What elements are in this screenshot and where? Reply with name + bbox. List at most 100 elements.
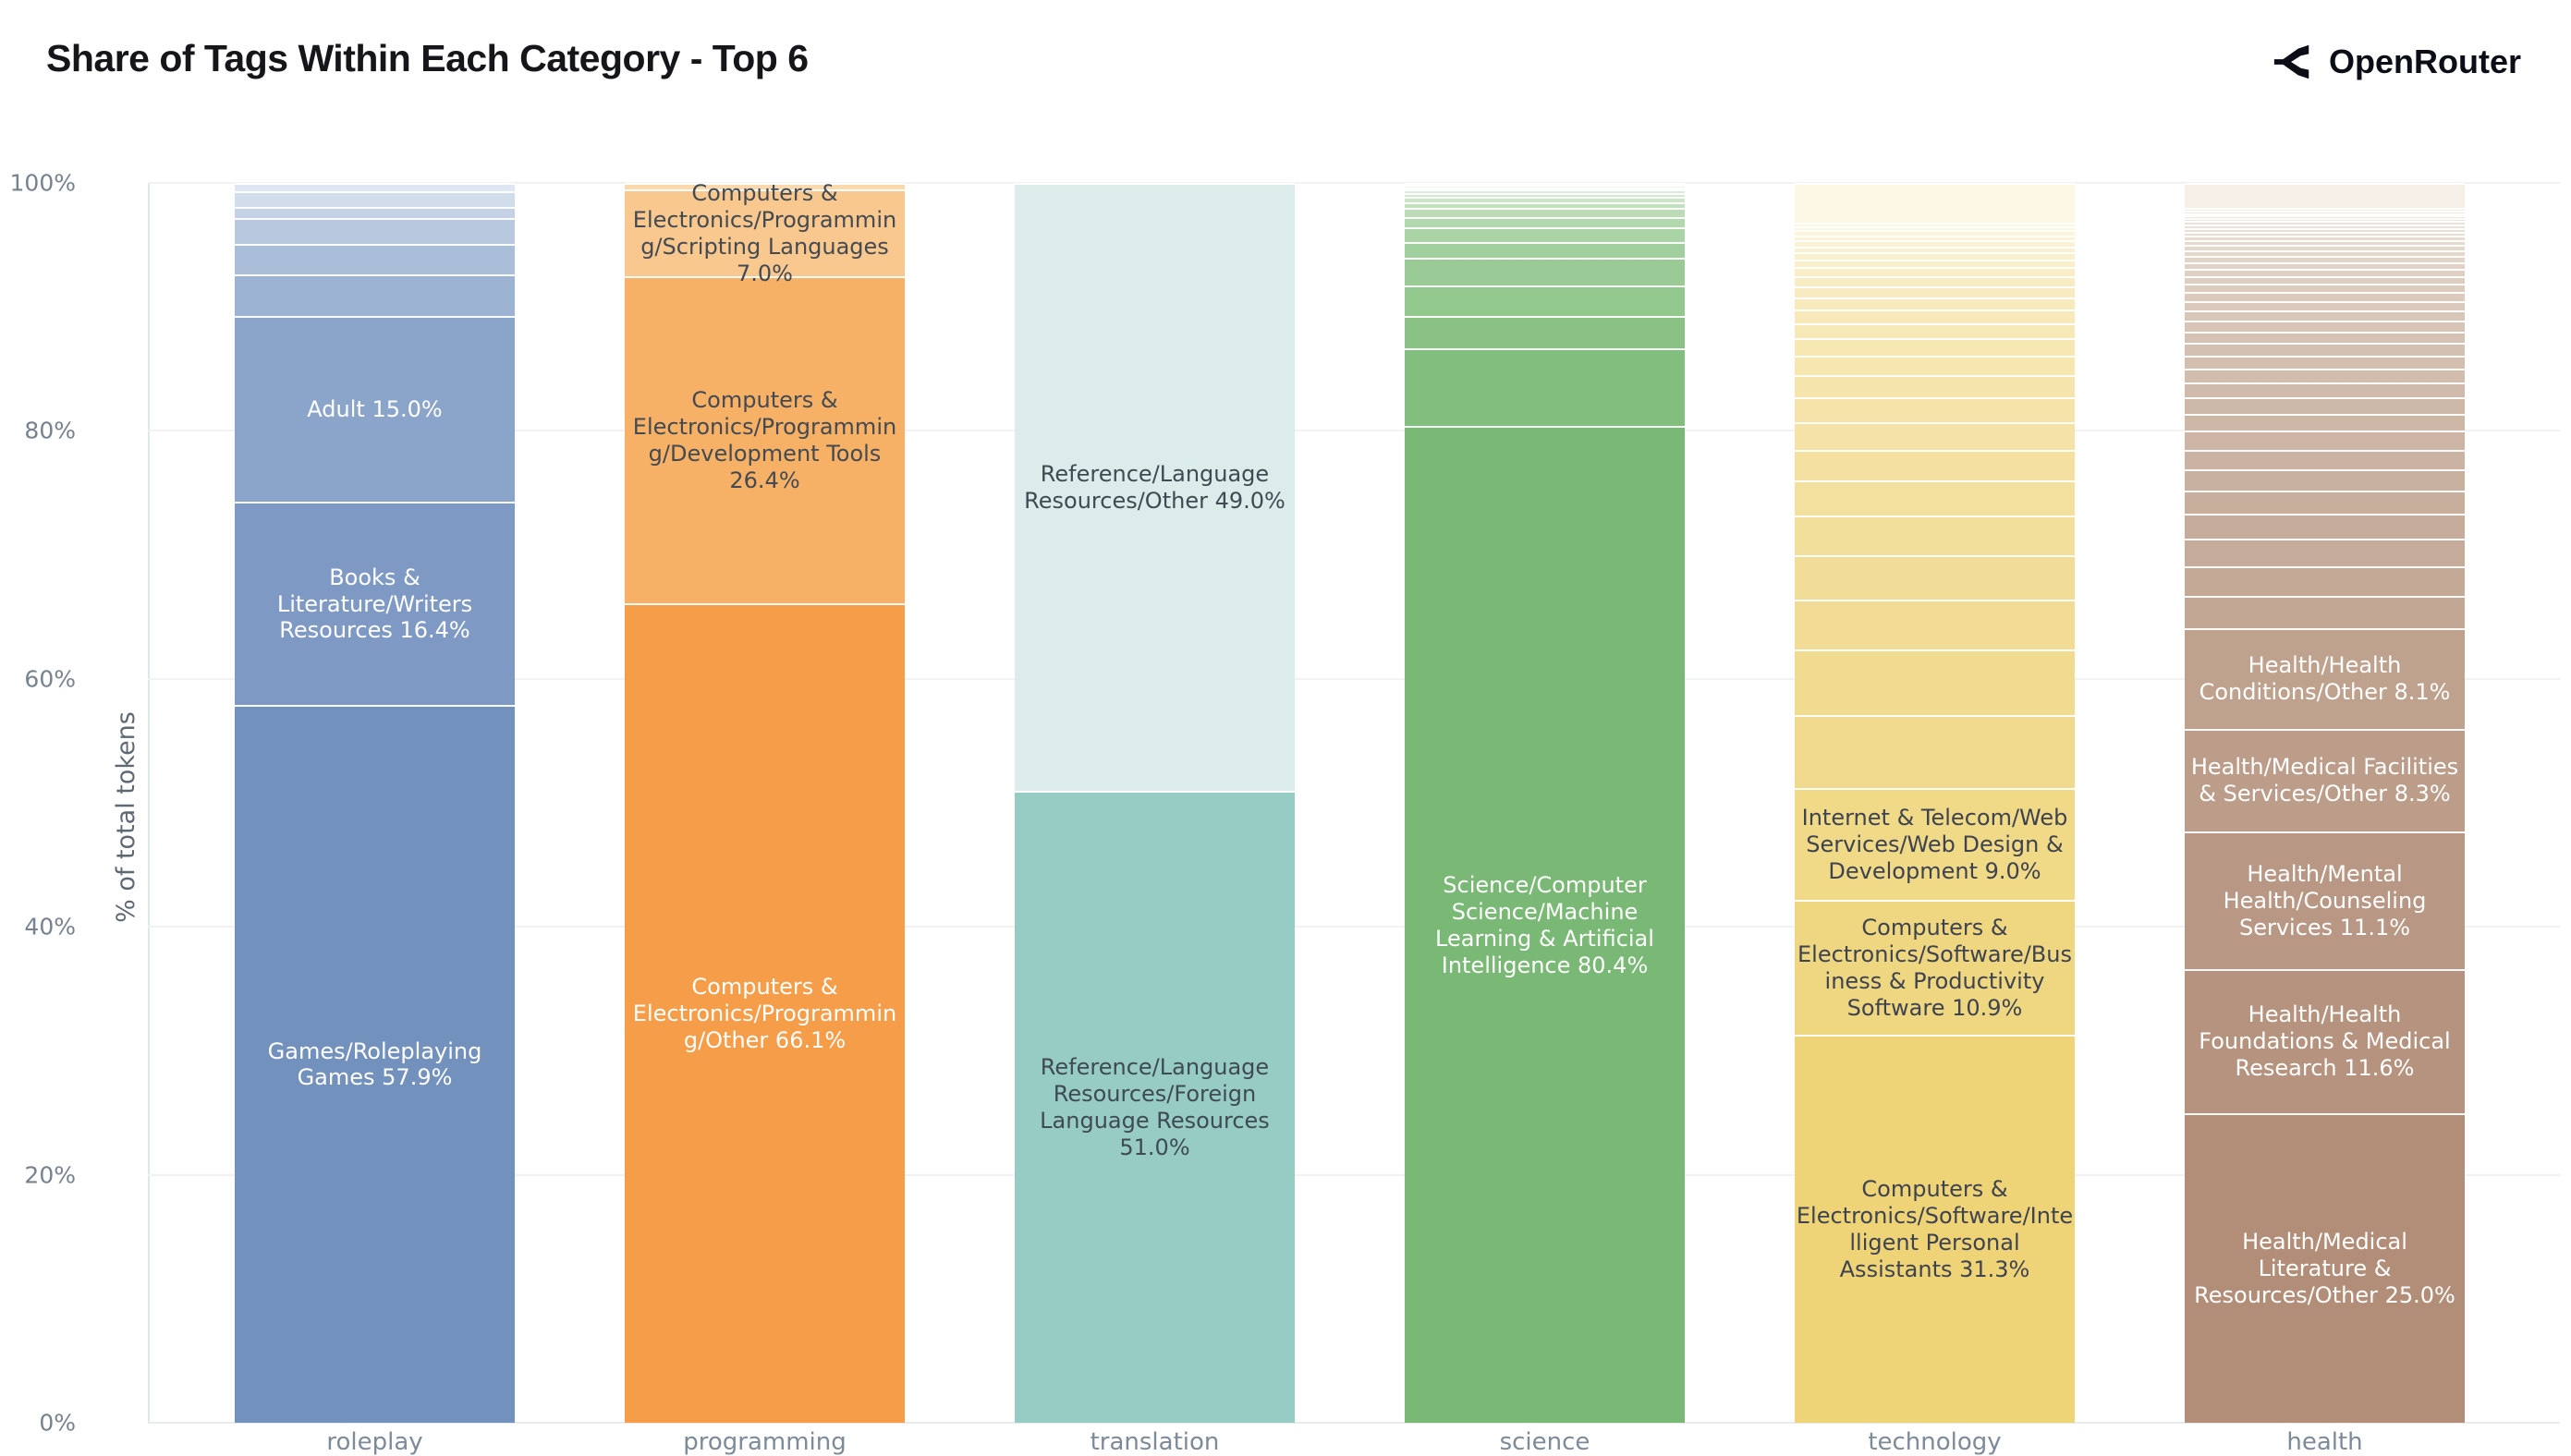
segment-technology-sliver[interactable] — [1795, 275, 2075, 286]
segment-health-sliver[interactable] — [2185, 321, 2465, 333]
segment-health-sliver[interactable] — [2185, 449, 2465, 470]
segment-technology-sliver[interactable] — [1795, 260, 2075, 268]
segment-roleplay-sliver[interactable] — [235, 274, 515, 316]
segment-science-sliver[interactable] — [1405, 316, 1685, 348]
segment-health-labeled[interactable]: Health/Medical Facilities & Services/Oth… — [2185, 728, 2465, 831]
segment-health-sliver[interactable] — [2185, 210, 2465, 213]
segment-health-sliver[interactable] — [2185, 369, 2465, 383]
segment-health-sliver[interactable] — [2185, 469, 2465, 491]
segment-technology-sliver[interactable] — [1795, 554, 2075, 600]
segment-health-sliver[interactable] — [2185, 208, 2465, 211]
segment-technology-sliver[interactable] — [1795, 183, 2075, 224]
segment-science-sliver[interactable] — [1405, 189, 1685, 194]
segment-technology-labeled[interactable]: Internet & Telecom/Web Services/Web Desi… — [1795, 787, 2075, 900]
segment-health-sliver[interactable] — [2185, 355, 2465, 370]
segment-health-sliver[interactable] — [2185, 283, 2465, 293]
segment-health-sliver[interactable] — [2185, 220, 2465, 224]
segment-health-labeled[interactable]: Health/Health Conditions/Other 8.1% — [2185, 627, 2465, 729]
segment-science-sliver[interactable] — [1405, 184, 1685, 188]
segment-science-sliver[interactable] — [1405, 258, 1685, 285]
segment-health-sliver[interactable] — [2185, 300, 2465, 311]
segment-roleplay-sliver[interactable] — [235, 191, 515, 207]
segment-technology-sliver[interactable] — [1795, 599, 2075, 649]
segment-health-sliver[interactable] — [2185, 343, 2465, 356]
brand-logo[interactable]: OpenRouter — [2272, 41, 2521, 83]
segment-technology-sliver[interactable] — [1795, 337, 2075, 356]
segment-health-sliver[interactable] — [2185, 239, 2465, 246]
segment-translation-labeled[interactable]: Reference/Language Resources/Other 49.0% — [1015, 183, 1295, 791]
segment-health-sliver[interactable] — [2185, 212, 2465, 216]
segment-health-sliver[interactable] — [2185, 224, 2465, 228]
segment-health-sliver[interactable] — [2185, 310, 2465, 322]
segment-programming-sliver[interactable] — [625, 183, 905, 189]
segment-roleplay-sliver[interactable] — [235, 243, 515, 275]
segment-science-sliver[interactable] — [1405, 241, 1685, 259]
segment-health-sliver[interactable] — [2185, 227, 2465, 232]
segment-roleplay-sliver[interactable] — [235, 217, 515, 244]
segment-technology-sliver[interactable] — [1795, 322, 2075, 338]
segment-technology-sliver[interactable] — [1795, 230, 2075, 236]
segment-roleplay-sliver[interactable] — [235, 206, 515, 218]
segment-health-sliver[interactable] — [2185, 539, 2465, 566]
segment-technology-labeled[interactable]: Computers & Electronics/Software/Busines… — [1795, 899, 2075, 1035]
segment-programming-labeled[interactable]: Computers & Electronics/Programming/Othe… — [625, 602, 905, 1423]
segment-technology-sliver[interactable] — [1795, 239, 2075, 247]
segment-health-sliver[interactable] — [2185, 268, 2465, 276]
segment-science-sliver[interactable] — [1405, 193, 1685, 198]
segment-technology-sliver[interactable] — [1795, 309, 2075, 323]
segment-health-sliver[interactable] — [2185, 565, 2465, 596]
segment-technology-sliver[interactable] — [1795, 649, 2075, 715]
segment-health-sliver[interactable] — [2185, 514, 2465, 540]
segment-health-sliver[interactable] — [2185, 490, 2465, 515]
segment-technology-sliver[interactable] — [1795, 375, 2075, 398]
segment-health-sliver[interactable] — [2185, 332, 2465, 344]
segment-science-sliver[interactable] — [1405, 182, 1685, 185]
segment-technology-sliver[interactable] — [1795, 422, 2075, 450]
segment-technology-sliver[interactable] — [1795, 480, 2075, 516]
segment-science-sliver[interactable] — [1405, 201, 1685, 209]
segment-health-sliver[interactable] — [2185, 262, 2465, 269]
segment-health-sliver[interactable] — [2185, 256, 2465, 263]
segment-health-sliver[interactable] — [2185, 183, 2465, 209]
segment-health-labeled[interactable]: Health/Health Foundations & Medical Rese… — [2185, 968, 2465, 1113]
segment-health-labeled[interactable]: Health/Medical Literature & Resources/Ot… — [2185, 1112, 2465, 1423]
segment-translation-labeled[interactable]: Reference/Language Resources/Foreign Lan… — [1015, 790, 1295, 1423]
segment-technology-sliver[interactable] — [1795, 515, 2075, 555]
segment-technology-sliver[interactable] — [1795, 252, 2075, 261]
segment-technology-sliver[interactable] — [1795, 285, 2075, 297]
segment-health-sliver[interactable] — [2185, 275, 2465, 284]
segment-roleplay-sliver[interactable] — [235, 183, 515, 192]
segment-health-labeled[interactable]: Health/Mental Health/Counseling Services… — [2185, 831, 2465, 969]
segment-technology-sliver[interactable] — [1795, 397, 2075, 423]
segment-technology-sliver[interactable] — [1795, 267, 2075, 276]
segment-health-sliver[interactable] — [2185, 382, 2465, 398]
segment-health-sliver[interactable] — [2185, 215, 2465, 218]
segment-health-sliver[interactable] — [2185, 231, 2465, 236]
segment-programming-labeled[interactable]: Computers & Electronics/Programming/Deve… — [625, 275, 905, 603]
segment-technology-sliver[interactable] — [1795, 355, 2075, 376]
segment-technology-sliver[interactable] — [1795, 235, 2075, 240]
segment-science-sliver[interactable] — [1405, 187, 1685, 190]
segment-technology-sliver[interactable] — [1795, 223, 2075, 227]
segment-health-sliver[interactable] — [2185, 235, 2465, 240]
segment-science-sliver[interactable] — [1405, 347, 1685, 427]
segment-technology-sliver[interactable] — [1795, 226, 2075, 231]
segment-science-sliver[interactable] — [1405, 197, 1685, 202]
segment-health-sliver[interactable] — [2185, 595, 2465, 628]
segment-technology-sliver[interactable] — [1795, 246, 2075, 253]
segment-roleplay-labeled[interactable]: Books & Literature/Writers Resources 16.… — [235, 501, 515, 705]
segment-health-sliver[interactable] — [2185, 413, 2465, 431]
segment-health-sliver[interactable] — [2185, 249, 2465, 257]
segment-technology-sliver[interactable] — [1795, 449, 2075, 481]
segment-roleplay-labeled[interactable]: Adult 15.0% — [235, 315, 515, 502]
segment-programming-labeled[interactable]: Computers & Electronics/Programming/Scri… — [625, 180, 905, 286]
segment-science-sliver[interactable] — [1405, 208, 1685, 217]
segment-science-sliver[interactable] — [1405, 226, 1685, 242]
segment-health-sliver[interactable] — [2185, 217, 2465, 221]
segment-health-sliver[interactable] — [2185, 245, 2465, 250]
segment-technology-labeled[interactable]: Computers & Electronics/Software/Intelli… — [1795, 1034, 2075, 1423]
segment-science-labeled[interactable]: Science/Computer Science/Machine Learnin… — [1405, 426, 1685, 1423]
segment-science-sliver[interactable] — [1405, 285, 1685, 317]
segment-technology-sliver[interactable] — [1795, 297, 2075, 310]
segment-science-sliver[interactable] — [1405, 216, 1685, 227]
